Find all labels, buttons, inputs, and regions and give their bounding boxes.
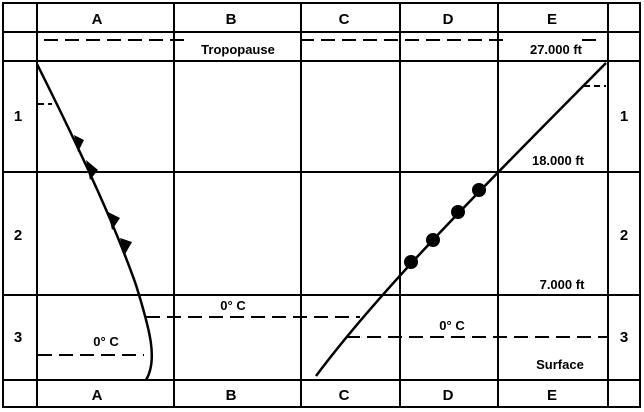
row-label-2-left: 2 xyxy=(14,227,22,244)
warm-front-line xyxy=(314,62,607,377)
col-header-e-top: E xyxy=(547,11,557,28)
row-label-1-left: 1 xyxy=(14,108,22,125)
column-headers-top: A B C D E xyxy=(92,11,557,28)
col-header-d-top: D xyxy=(443,11,454,28)
row-label-1-right: 1 xyxy=(620,108,628,125)
col-header-a-top: A xyxy=(92,11,103,28)
altitude-18000-label: 18.000 ft xyxy=(532,153,585,168)
cold-front-line xyxy=(35,63,154,381)
row-label-3-left: 3 xyxy=(14,329,22,346)
row-label-3-right: 3 xyxy=(620,329,628,346)
col-header-e-bottom: E xyxy=(547,387,557,404)
col-header-b-top: B xyxy=(226,11,237,28)
col-header-b-bottom: B xyxy=(226,387,237,404)
freezing-level-center-label: 0° C xyxy=(220,298,246,313)
freezing-level-right-label: 0° C xyxy=(439,318,465,333)
column-headers-bottom: A B C D E xyxy=(92,387,557,404)
outer-border xyxy=(2,2,641,408)
surface-label: Surface xyxy=(536,357,584,372)
col-header-c-top: C xyxy=(339,11,350,28)
row-labels: 1 2 3 1 2 3 xyxy=(14,108,628,346)
freezing-level-lines xyxy=(38,316,608,356)
col-header-c-bottom: C xyxy=(339,387,350,404)
cold-front-triangles xyxy=(74,135,132,256)
grid-frame xyxy=(2,2,641,408)
altitude-27000-label: 27.000 ft xyxy=(530,42,583,57)
altitude-7000-label: 7.000 ft xyxy=(540,277,585,292)
freezing-level-left-label: 0° C xyxy=(93,334,119,349)
col-header-d-bottom: D xyxy=(443,387,454,404)
col-header-a-bottom: A xyxy=(92,387,103,404)
row-label-2-right: 2 xyxy=(620,227,628,244)
warm-front-semicircles xyxy=(404,183,486,269)
tropopause-label: Tropopause xyxy=(201,42,275,57)
